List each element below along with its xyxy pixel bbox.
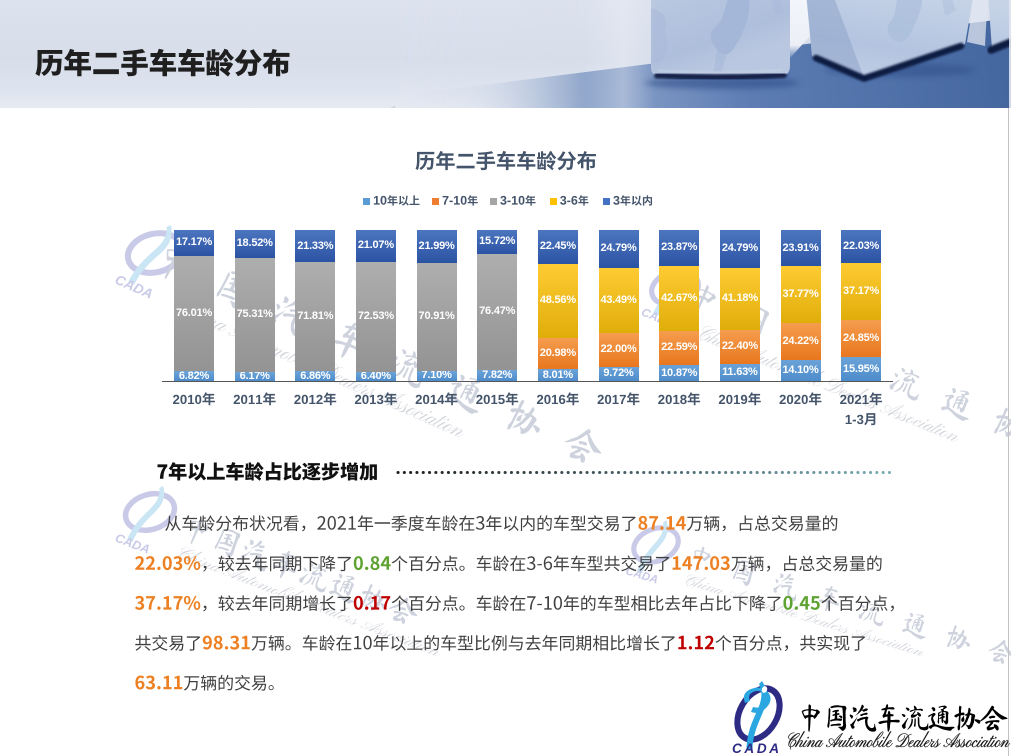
svg-text:CADA: CADA: [732, 741, 779, 756]
